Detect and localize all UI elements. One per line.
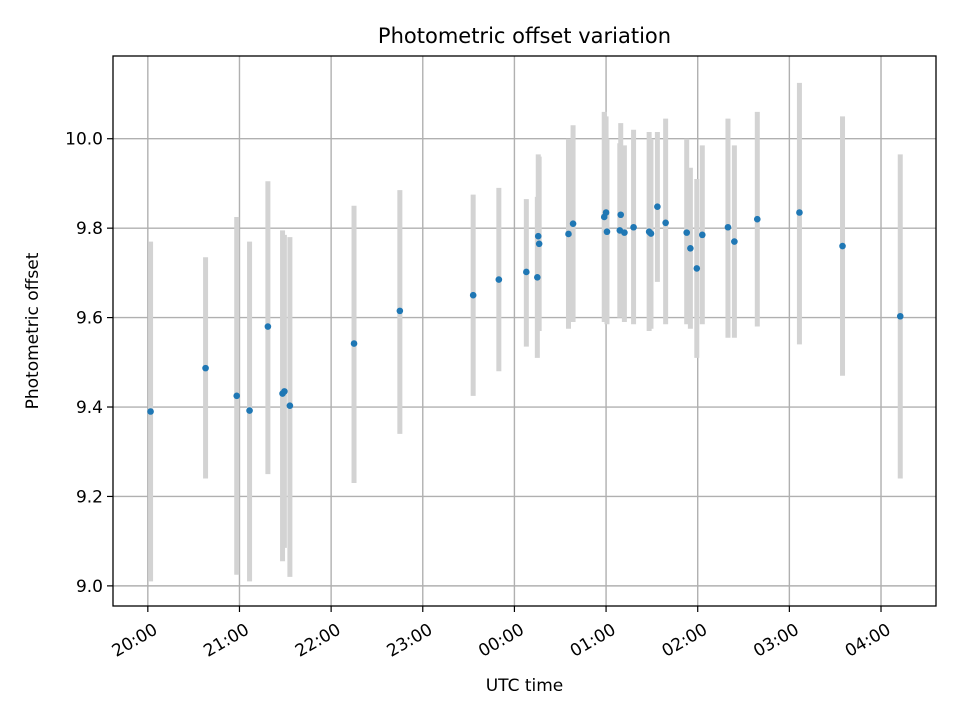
data-points <box>147 203 904 415</box>
data-point <box>469 291 477 299</box>
data-point <box>569 220 577 227</box>
data-point <box>286 402 294 409</box>
data-point <box>662 219 669 227</box>
data-point <box>617 211 625 219</box>
data-point <box>647 230 655 237</box>
data-point <box>621 229 628 236</box>
y-axis-ticks: 9.0 9.2 9.4 9.6 9.8 10.0 <box>65 130 113 597</box>
data-point <box>683 229 691 236</box>
data-point <box>523 268 530 276</box>
x-tick-label: 01:00 <box>567 620 619 662</box>
data-point <box>731 238 738 245</box>
data-point <box>147 408 154 415</box>
data-point <box>796 209 803 216</box>
chart-title: Photometric offset variation <box>378 24 671 48</box>
y-tick-label: 9.6 <box>76 309 103 329</box>
data-point <box>602 209 610 216</box>
data-point <box>724 223 732 231</box>
data-point <box>630 223 637 231</box>
x-tick-label: 22:00 <box>292 620 344 662</box>
data-point <box>603 228 611 236</box>
plot-frame <box>112 55 937 607</box>
y-tick-label: 9.0 <box>76 577 103 597</box>
x-tick-label: 23:00 <box>384 620 436 662</box>
y-tick-label: 9.2 <box>76 487 103 507</box>
y-tick-label: 9.8 <box>76 219 103 239</box>
x-tick-label: 00:00 <box>475 620 527 662</box>
data-point <box>350 340 358 347</box>
error-bars <box>148 82 903 582</box>
x-tick-label: 04:00 <box>842 620 894 662</box>
data-point <box>281 388 288 395</box>
data-point <box>753 215 761 223</box>
x-tick-label: 21:00 <box>200 620 252 662</box>
data-point <box>233 392 241 400</box>
data-point <box>535 240 543 248</box>
data-point <box>654 203 661 210</box>
y-axis-label: Photometric offset <box>23 252 43 409</box>
x-tick-label: 03:00 <box>750 620 802 662</box>
data-point <box>202 364 209 372</box>
data-point <box>693 265 701 272</box>
y-tick-label: 10.0 <box>65 130 103 150</box>
data-point <box>396 307 404 315</box>
data-point <box>565 230 572 238</box>
data-point <box>264 323 272 330</box>
y-tick-label: 9.4 <box>76 398 103 418</box>
x-tick-label: 02:00 <box>659 620 711 662</box>
x-tick-label: 20:00 <box>109 620 161 662</box>
data-point <box>896 312 904 320</box>
data-point <box>687 244 694 252</box>
data-point <box>495 276 503 283</box>
data-point <box>534 232 542 240</box>
x-axis-ticks: 20:00 21:00 22:00 23:00 00:00 01:00 02:00 03:00… <box>109 606 894 662</box>
data-point <box>839 242 846 250</box>
x-axis-label: UTC time <box>486 676 564 696</box>
data-point <box>534 274 541 281</box>
data-point <box>698 231 706 239</box>
data-point <box>246 407 253 414</box>
